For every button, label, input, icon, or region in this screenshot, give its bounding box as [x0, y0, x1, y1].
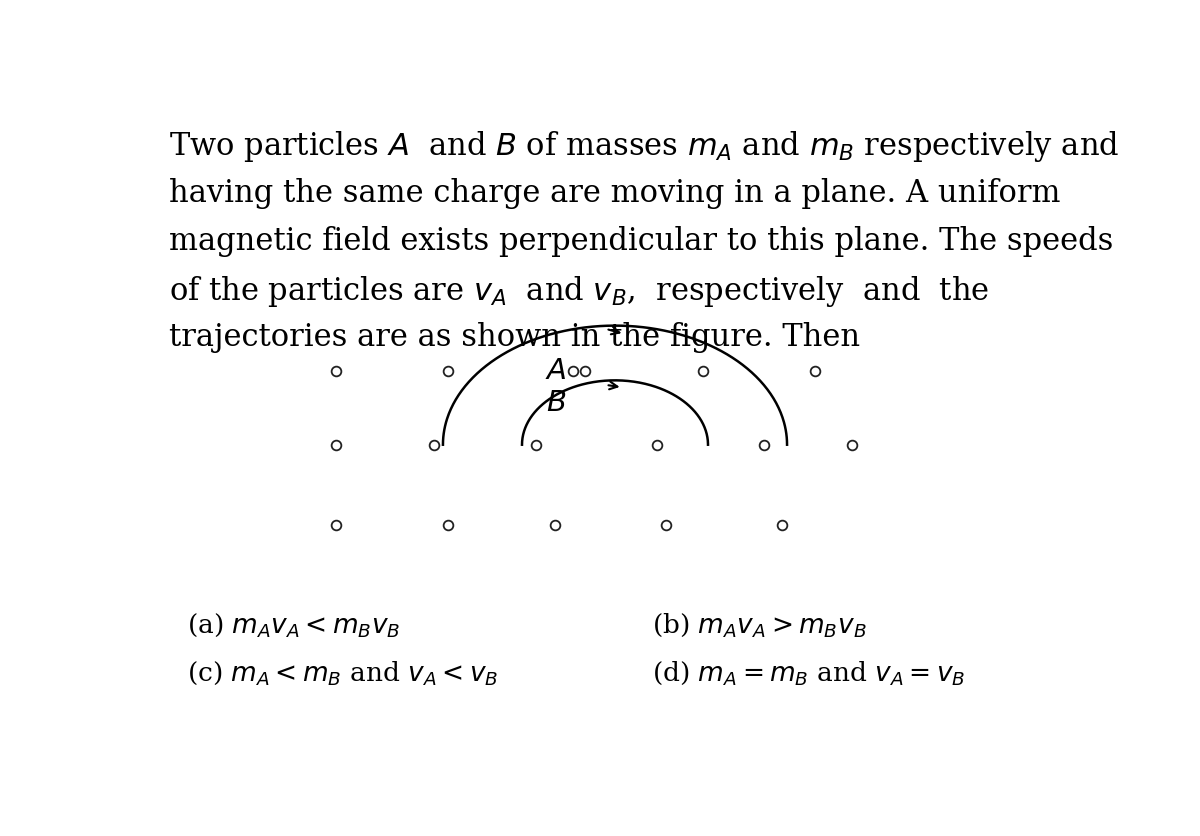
- Text: of the particles are $v_A$  and $v_B$,  respectively  and  the: of the particles are $v_A$ and $v_B$, re…: [168, 274, 989, 309]
- Text: $\mathit{B}$: $\mathit{B}$: [546, 389, 566, 417]
- Text: (c) $m_A < m_B$ and $v_A < v_B$: (c) $m_A < m_B$ and $v_A < v_B$: [187, 660, 498, 687]
- Text: Two particles $\mathit{A}$  and $\mathit{B}$ of masses $m_A$ and $m_B$ respectiv: Two particles $\mathit{A}$ and $\mathit{…: [168, 130, 1118, 165]
- Text: magnetic field exists perpendicular to this plane. The speeds: magnetic field exists perpendicular to t…: [168, 226, 1112, 257]
- Text: having the same charge are moving in a plane. A uniform: having the same charge are moving in a p…: [168, 177, 1060, 208]
- Text: trajectories are as shown in the figure. Then: trajectories are as shown in the figure.…: [168, 323, 859, 354]
- Text: (b) $m_A v_A > m_B v_B$: (b) $m_A v_A > m_B v_B$: [653, 611, 866, 639]
- Text: (d) $m_A = m_B$ and $v_A = v_B$: (d) $m_A = m_B$ and $v_A = v_B$: [653, 660, 966, 687]
- Text: $\mathit{A}$: $\mathit{A}$: [545, 357, 566, 385]
- Text: (a) $m_A v_A < m_B v_B$: (a) $m_A v_A < m_B v_B$: [187, 611, 401, 639]
